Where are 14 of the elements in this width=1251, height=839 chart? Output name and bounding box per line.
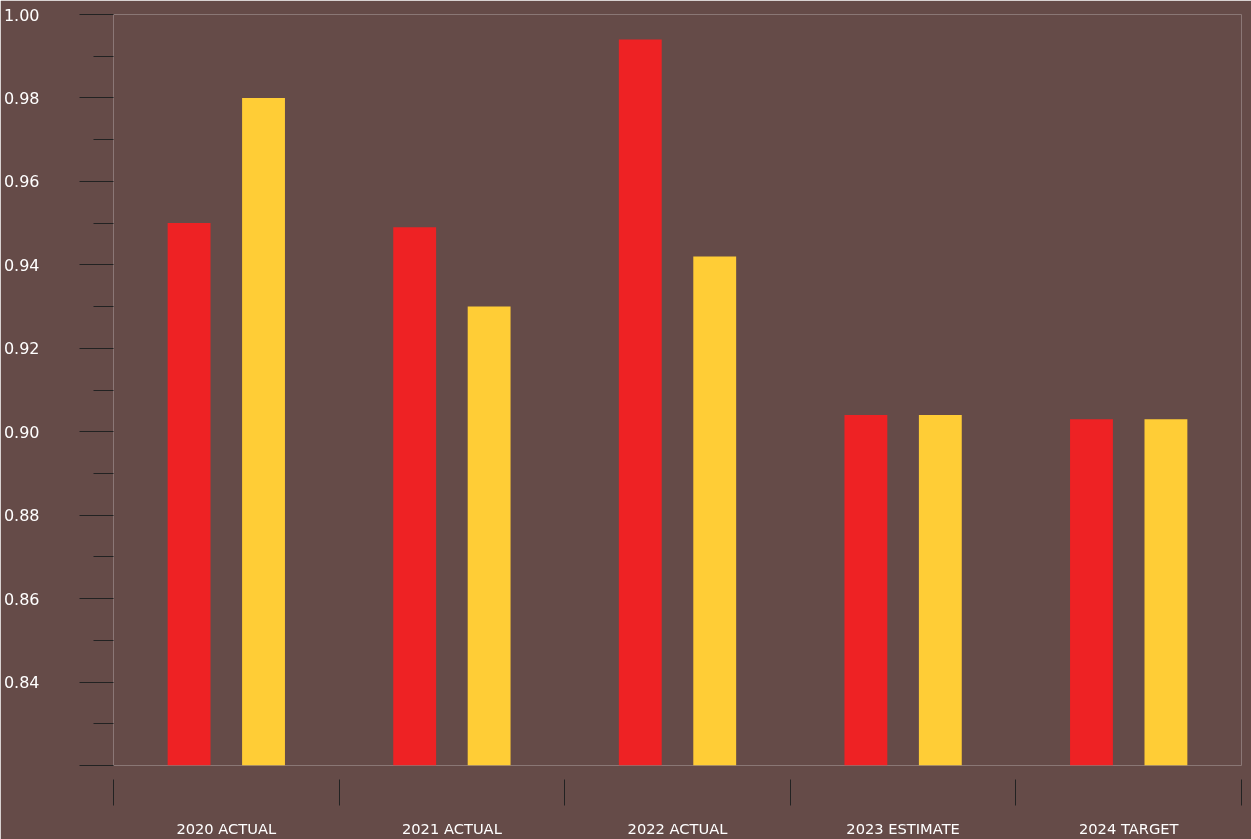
x-tick-label: 2020 ACTUAL	[176, 819, 278, 837]
y-tick-label: 0.94	[3, 255, 40, 275]
y-tick-label: 0.84	[3, 673, 40, 693]
y-tick-label: 0.90	[3, 422, 40, 442]
y-tick-label: 0.92	[3, 339, 40, 359]
y-tick-label: 0.88	[3, 506, 40, 526]
y-tick-label: 0.96	[3, 172, 40, 192]
x-tick-label: 2022 ACTUAL	[627, 819, 729, 837]
x-tick-label: 2023 ESTIMATE	[846, 819, 960, 837]
y-tick-label: 0.86	[3, 589, 40, 609]
y-tick-label: 0.98	[3, 88, 40, 108]
x-tick-label: 2024 TARGET	[1078, 819, 1179, 837]
x-tick-label: 2021 ACTUAL	[401, 819, 503, 837]
y-tick-label: 1.00	[3, 5, 40, 25]
